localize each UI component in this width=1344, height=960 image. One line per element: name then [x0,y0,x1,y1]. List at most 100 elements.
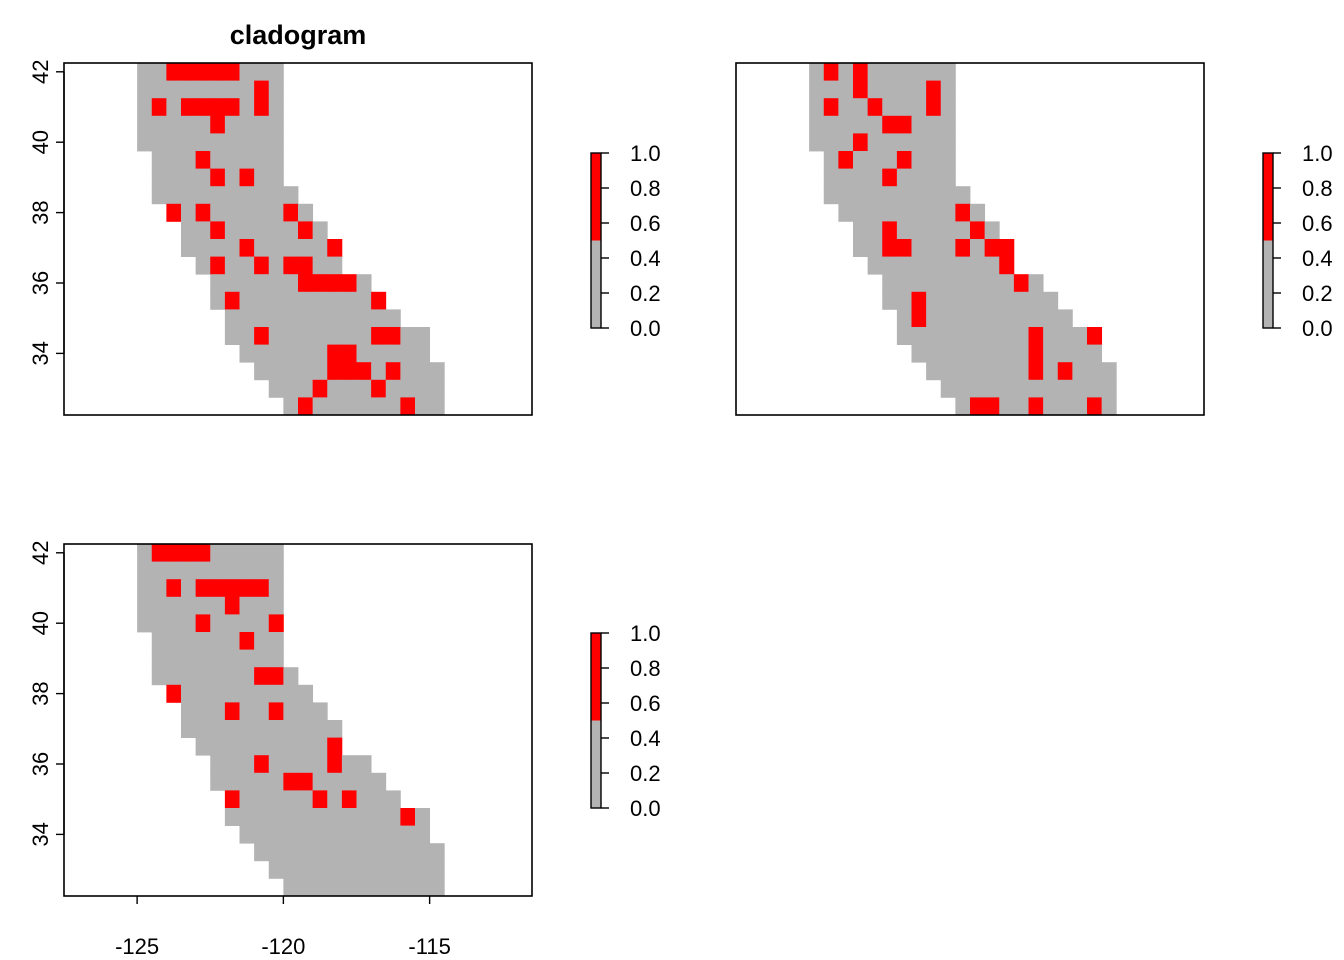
cell-high [867,98,883,117]
cell-low [283,825,299,844]
cell-low [896,80,912,99]
cell-low [970,379,986,398]
cell-low [195,737,211,756]
cell-low [151,151,167,169]
y-tick-label: 36 [28,271,53,295]
cell-low [342,896,357,914]
cell-low [210,291,226,310]
cell-low [341,825,357,844]
cell-low [1013,379,1029,398]
cell-low [254,720,270,738]
cell-low [166,98,182,117]
cell-low [356,379,372,398]
cell-low [955,379,971,398]
cell-low [254,63,270,81]
cell-low [298,291,314,310]
cell-high [1028,327,1044,345]
cell-high [298,397,314,415]
cell-low [327,720,343,738]
cell-low [955,362,971,381]
cell-low [356,860,372,879]
cell-low [224,133,240,152]
cell-low [224,274,240,293]
legend-tick-label: 1.0 [1302,141,1333,166]
legend-tick-label: 0.6 [1302,211,1333,236]
cell-low [1072,415,1087,433]
cell-high [195,98,211,117]
cell-low [298,755,314,774]
cell-low [312,860,328,879]
cell-low [181,614,197,633]
cell-high [357,415,372,433]
cell-low [283,755,299,774]
cell-low [254,632,270,650]
cell-high [224,702,240,721]
cell-high [298,221,314,240]
color-legend: 0.0 0.2 0.4 0.6 0.8 1.0 [590,141,661,341]
cell-low [181,168,197,187]
cell-low [356,344,372,363]
cell-high [999,256,1015,275]
cell-low [224,667,240,686]
cell-high [911,309,927,328]
cell-low [940,362,956,381]
y-tick-label: 42 [28,541,53,565]
cell-low [151,649,167,668]
cell-low [210,614,226,633]
cell-low [838,168,854,187]
cell-low [239,344,255,363]
cell-high [926,98,942,117]
cell-high [254,256,270,275]
legend-tick-label: 0.0 [630,796,661,821]
cell-low [166,186,182,205]
cell-low [896,63,912,81]
cell-high [838,151,854,169]
cell-low [195,649,211,668]
cell-low [342,415,357,433]
cell-low [312,720,328,738]
cell-low [415,860,431,879]
cell-low [356,825,372,844]
cell-low [254,737,270,756]
cell-low [239,151,255,169]
cell-low [356,274,372,293]
cell-low [298,790,314,809]
cell-high [151,544,167,562]
cell-low [327,379,343,398]
cell-low [239,274,255,293]
cell-low [166,168,182,187]
legend-frame [590,632,602,809]
legend-tick-label: 0.4 [630,246,661,271]
cell-high [210,256,226,275]
cell-low [268,239,284,257]
cell-low [1072,362,1088,381]
cell-low [210,239,226,257]
cell-low [312,221,328,240]
cell-low [151,596,167,615]
cell-high [896,115,912,134]
cell-low [911,274,927,293]
cell-low [210,544,226,562]
cell-low [356,397,372,415]
cell-low [224,221,240,240]
cell-low [268,309,284,328]
cell-low [137,544,153,562]
cell-low [268,151,284,169]
cell-low [195,632,211,650]
cell-low [429,878,445,896]
cell-low [371,772,387,791]
cell-low [955,327,971,345]
cell-low [896,133,912,152]
cell-low [911,168,927,187]
cell-low [926,362,942,381]
cell-low [327,808,343,826]
cell-low [984,256,1000,275]
cell-high [166,63,182,81]
cell-low [312,808,328,826]
cell-low [195,239,211,257]
cell-low [137,133,153,152]
cell-high [327,274,343,293]
cell-low [1057,309,1073,328]
cell-low [268,63,284,81]
cell-low [166,667,182,686]
